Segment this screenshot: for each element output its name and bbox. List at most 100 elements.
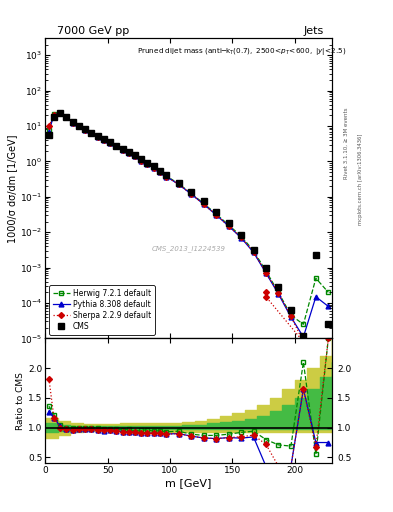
Herwig 7.2.1 default <box>114 143 119 149</box>
Sherpa 2.2.9 default <box>151 165 156 171</box>
Line: Sherpa 2.2.9 default: Sherpa 2.2.9 default <box>47 111 305 344</box>
Pythia 8.308 default <box>226 223 231 229</box>
Herwig 7.2.1 default <box>95 133 100 139</box>
Sherpa 2.2.9 default <box>264 294 268 300</box>
CMS <box>276 284 281 290</box>
Sherpa 2.2.9 default <box>301 339 306 345</box>
Herwig 7.2.1 default <box>47 127 51 134</box>
CMS <box>214 208 219 215</box>
Pythia 8.308 default <box>58 110 62 116</box>
Sherpa 2.2.9 default <box>101 137 106 143</box>
CMS <box>164 172 169 178</box>
CMS <box>120 145 125 152</box>
Sherpa 2.2.9 default <box>95 134 100 140</box>
Sherpa 2.2.9 default <box>47 123 51 129</box>
CMS <box>114 142 119 148</box>
Sherpa 2.2.9 default <box>158 169 162 175</box>
Pythia 8.308 default <box>189 191 193 197</box>
Herwig 7.2.1 default <box>83 126 88 133</box>
Herwig 7.2.1 default <box>226 222 231 228</box>
Herwig 7.2.1 default <box>58 110 62 116</box>
Text: CMS_2013_I1224539: CMS_2013_I1224539 <box>152 245 226 252</box>
Text: Pruned dijet mass $(\mathregular{anti\!\!-\!\!k_T}(0.7),\ 2500\!<\!p_T\!<\!600,\: Pruned dijet mass $(\mathregular{anti\!\… <box>137 46 347 57</box>
Pythia 8.308 default <box>114 143 119 150</box>
Sherpa 2.2.9 default <box>189 191 193 197</box>
Sherpa 2.2.9 default <box>83 127 88 133</box>
CMS <box>151 163 156 169</box>
Herwig 7.2.1 default <box>77 123 81 129</box>
CMS <box>326 321 331 327</box>
Herwig 7.2.1 default <box>108 140 112 146</box>
Pythia 8.308 default <box>145 161 150 167</box>
Herwig 7.2.1 default <box>301 321 306 327</box>
Sherpa 2.2.9 default <box>114 143 119 150</box>
Y-axis label: Ratio to CMS: Ratio to CMS <box>16 372 25 430</box>
Sherpa 2.2.9 default <box>127 150 131 156</box>
Herwig 7.2.1 default <box>176 181 181 187</box>
Sherpa 2.2.9 default <box>214 212 219 218</box>
Pythia 8.308 default <box>139 158 143 164</box>
Herwig 7.2.1 default <box>251 248 256 254</box>
Line: CMS: CMS <box>46 111 331 338</box>
Sherpa 2.2.9 default <box>145 161 150 167</box>
Pythia 8.308 default <box>151 165 156 171</box>
CMS <box>77 123 81 129</box>
Herwig 7.2.1 default <box>201 200 206 206</box>
Herwig 7.2.1 default <box>70 119 75 125</box>
Pythia 8.308 default <box>47 129 51 135</box>
Pythia 8.308 default <box>314 294 318 300</box>
CMS <box>133 152 138 158</box>
Sherpa 2.2.9 default <box>108 140 112 146</box>
Pythia 8.308 default <box>158 169 162 175</box>
CMS <box>64 114 69 120</box>
CMS <box>251 247 256 253</box>
CMS <box>314 252 318 259</box>
Sherpa 2.2.9 default <box>120 146 125 153</box>
Herwig 7.2.1 default <box>120 146 125 153</box>
Sherpa 2.2.9 default <box>201 201 206 207</box>
CMS <box>95 133 100 139</box>
CMS <box>108 139 112 145</box>
CMS <box>226 220 231 226</box>
Herwig 7.2.1 default <box>264 268 268 274</box>
Herwig 7.2.1 default <box>64 114 69 120</box>
CMS <box>47 132 51 138</box>
Sherpa 2.2.9 default <box>51 112 56 118</box>
Pythia 8.308 default <box>95 134 100 140</box>
Legend: Herwig 7.2.1 default, Pythia 8.308 default, Sherpa 2.2.9 default, CMS: Herwig 7.2.1 default, Pythia 8.308 defau… <box>49 285 155 334</box>
Herwig 7.2.1 default <box>189 190 193 197</box>
Pythia 8.308 default <box>133 154 138 160</box>
Sherpa 2.2.9 default <box>239 234 243 240</box>
Pythia 8.308 default <box>251 249 256 255</box>
Pythia 8.308 default <box>301 334 306 340</box>
Herwig 7.2.1 default <box>101 136 106 142</box>
CMS <box>127 149 131 155</box>
Herwig 7.2.1 default <box>51 111 56 117</box>
Sherpa 2.2.9 default <box>251 249 256 255</box>
CMS <box>139 156 143 162</box>
Sherpa 2.2.9 default <box>288 313 293 319</box>
CMS <box>301 332 306 338</box>
Pythia 8.308 default <box>239 234 243 241</box>
Pythia 8.308 default <box>89 130 94 136</box>
CMS <box>201 198 206 204</box>
Herwig 7.2.1 default <box>326 289 331 295</box>
Sherpa 2.2.9 default <box>58 110 62 116</box>
Herwig 7.2.1 default <box>133 153 138 159</box>
Pythia 8.308 default <box>127 150 131 156</box>
Sherpa 2.2.9 default <box>64 114 69 120</box>
CMS <box>83 126 88 133</box>
Sherpa 2.2.9 default <box>70 120 75 126</box>
Text: 7000 GeV pp: 7000 GeV pp <box>57 26 129 36</box>
Pythia 8.308 default <box>83 127 88 133</box>
Pythia 8.308 default <box>288 314 293 320</box>
Herwig 7.2.1 default <box>214 211 219 217</box>
Pythia 8.308 default <box>108 140 112 146</box>
Herwig 7.2.1 default <box>139 157 143 163</box>
Text: Jets: Jets <box>304 26 324 36</box>
CMS <box>158 167 162 174</box>
Pythia 8.308 default <box>264 270 268 276</box>
Line: Pythia 8.308 default: Pythia 8.308 default <box>46 111 331 339</box>
CMS <box>51 114 56 120</box>
CMS <box>176 180 181 186</box>
